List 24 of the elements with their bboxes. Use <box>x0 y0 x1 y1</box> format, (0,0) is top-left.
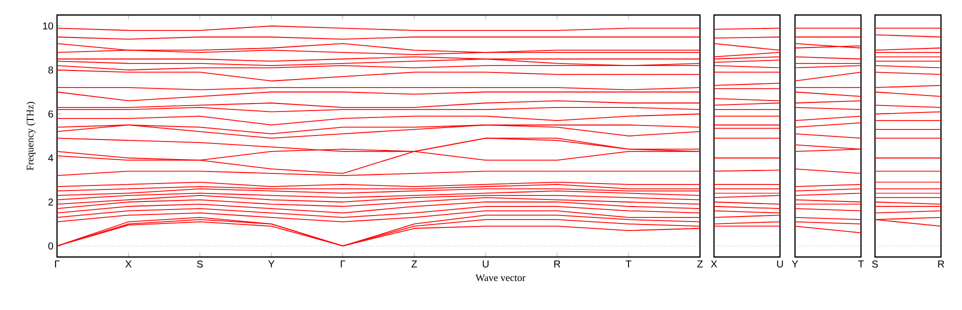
x-tick-label: R <box>554 260 560 268</box>
x-tick-label: Γ <box>340 260 346 268</box>
y-tick-label: 6 <box>48 110 54 118</box>
y-tick-label: 4 <box>48 154 54 162</box>
y-tick-label: 8 <box>48 66 54 74</box>
x-axis-title: Wave vector <box>476 274 526 282</box>
x-tick-label: Y <box>792 260 798 268</box>
y-tick-label: 0 <box>48 242 54 250</box>
x-tick-label: T <box>858 260 864 268</box>
x-tick-label: U <box>777 260 783 268</box>
x-tick-label: Z <box>697 260 703 268</box>
x-tick-label: Γ <box>55 260 60 268</box>
x-tick-label: X <box>125 260 132 268</box>
y-tick-label: 2 <box>48 198 53 206</box>
x-tick-label: X <box>710 260 718 268</box>
y-tick-label: 10 <box>43 22 54 30</box>
x-tick-label: R <box>938 260 944 268</box>
x-tick-label: Z <box>411 260 417 268</box>
x-tick-label: S <box>197 260 203 268</box>
x-tick-label: Y <box>268 260 274 268</box>
x-tick-label: S <box>872 260 878 268</box>
y-axis-title: Frequency (THz) <box>26 102 36 170</box>
x-tick-label: T <box>626 260 632 268</box>
x-tick-label: U <box>482 260 489 268</box>
